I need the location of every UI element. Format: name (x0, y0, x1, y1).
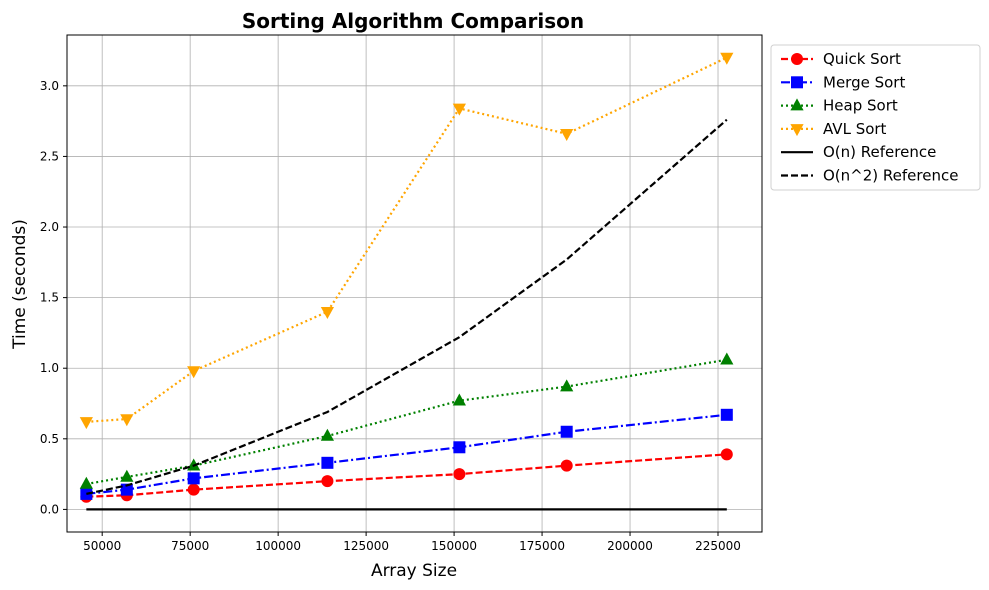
y-tick-label: 0.0 (40, 502, 59, 516)
series-merge-sort (80, 408, 733, 500)
y-tick-label: 3.0 (40, 79, 59, 93)
legend-item: Merge Sort (781, 73, 905, 91)
data-point (321, 456, 334, 469)
series-line-o-n-2-reference (86, 118, 728, 495)
data-point (187, 472, 200, 485)
data-point (120, 483, 133, 496)
x-tick-label: 50000 (83, 539, 121, 553)
legend-marker (790, 98, 804, 111)
legend-marker (790, 124, 804, 137)
data-point (453, 468, 466, 481)
series-o-n-2-reference (86, 118, 728, 495)
data-point (560, 459, 573, 472)
data-point (187, 483, 200, 496)
data-point (720, 352, 734, 365)
data-point (187, 366, 201, 379)
y-tick-label: 1.0 (40, 361, 59, 375)
data-point (560, 425, 573, 438)
data-point (320, 428, 335, 441)
legend-label: Quick Sort (823, 50, 901, 68)
x-tick-label: 225000 (695, 539, 741, 553)
legend-marker (791, 53, 803, 65)
legend-item: O(n) Reference (781, 143, 936, 161)
legend-item: Quick Sort (781, 50, 901, 68)
x-tick-label: 150000 (431, 539, 477, 553)
x-axis-label: Array Size (371, 561, 457, 581)
legend: Quick Sort Merge Sort Heap Sort AVL Sort O(n… (770, 44, 981, 191)
data-point (453, 441, 466, 454)
x-tick-label: 125000 (343, 539, 389, 553)
y-tick-label: 1.5 (40, 291, 59, 305)
data-point (321, 475, 334, 488)
data-point (79, 417, 93, 430)
data-point (452, 103, 466, 116)
legend-label: Merge Sort (823, 73, 905, 91)
data-point (720, 52, 734, 65)
data-point (560, 129, 574, 142)
legend-label: Heap Sort (823, 97, 898, 115)
data-point (720, 408, 733, 421)
data-point (120, 414, 134, 427)
data-point (120, 469, 134, 482)
series-layer (79, 52, 734, 511)
legend-marker (791, 76, 803, 89)
x-tick-label: 100000 (255, 539, 301, 553)
y-tick-label: 2.5 (40, 149, 59, 163)
x-tick-label: 200000 (607, 539, 653, 553)
x-tick-label: 75000 (171, 539, 209, 553)
data-point (187, 458, 201, 471)
x-tick-label: 175000 (519, 539, 565, 553)
legend-item: AVL Sort (781, 120, 887, 138)
plot-frame (66, 34, 763, 533)
data-point (452, 393, 466, 406)
y-tick-label: 0.5 (40, 432, 59, 446)
legend-item: O(n^2) Reference (781, 167, 958, 185)
x-axis: 50000 75000 100000 125000 150000 175000 200000… (83, 532, 741, 553)
chart-title: Sorting Algorithm Comparison (242, 9, 584, 33)
data-point (560, 379, 574, 392)
legend-label: O(n) Reference (823, 143, 936, 161)
series-avl-sort (79, 52, 734, 430)
data-point (320, 306, 335, 319)
legend-label: O(n^2) Reference (823, 167, 958, 185)
data-point (720, 448, 733, 461)
legend-item: Heap Sort (781, 97, 898, 115)
y-axis-label: Time (seconds) (10, 219, 30, 350)
legend-box (770, 44, 981, 191)
legend-label: AVL Sort (823, 120, 887, 138)
data-point (79, 476, 93, 489)
y-tick-label: 2.0 (40, 220, 59, 234)
series-heap-sort (79, 352, 734, 489)
y-axis: 0.0 0.5 1.0 1.5 2.0 2.5 3.0 (40, 79, 67, 516)
